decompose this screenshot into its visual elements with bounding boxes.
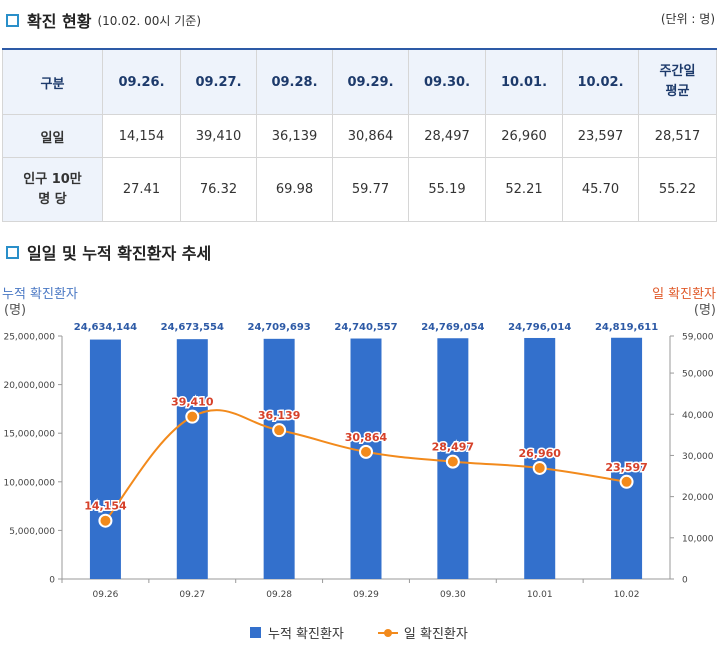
table-header-cell: 구분 bbox=[2, 48, 103, 115]
section-square-icon bbox=[6, 245, 19, 259]
right-axis-unit: (명) bbox=[694, 303, 716, 318]
bar-value-label: 24,709,693 bbox=[248, 322, 311, 333]
table-cell: 55.22 bbox=[638, 157, 717, 222]
daily-value-label: 26,960 bbox=[518, 447, 561, 460]
right-tick-label: 50,000 bbox=[682, 370, 714, 380]
daily-value-label: 39,410 bbox=[171, 396, 214, 409]
table-header-cell: 09.27. bbox=[180, 48, 257, 115]
header-line: 주간일 bbox=[659, 64, 696, 79]
right-tick-label: 59,000 bbox=[682, 333, 714, 343]
left-tick-label: 10,000,000 bbox=[3, 478, 55, 488]
x-tick-label: 09.29 bbox=[353, 590, 379, 600]
x-tick-label: 10.01 bbox=[527, 590, 553, 600]
daily-value-label: 28,497 bbox=[432, 441, 474, 454]
table-cell: 14,154 bbox=[102, 114, 181, 158]
unit-label: (단위 : 명) bbox=[660, 12, 715, 26]
header-line: 평균 bbox=[665, 84, 690, 99]
x-tick-label: 09.27 bbox=[179, 590, 205, 600]
daily-point bbox=[619, 474, 634, 489]
section-title: 일일 및 누적 확진환자 추세 bbox=[27, 244, 212, 263]
daily-point bbox=[185, 409, 200, 424]
bar-value-label: 24,796,014 bbox=[508, 322, 571, 333]
daily-point bbox=[98, 513, 113, 528]
bar-value-label: 24,673,554 bbox=[161, 322, 224, 333]
right-axis-title: 일 확진환자 bbox=[652, 287, 716, 302]
daily-value-label: 30,864 bbox=[345, 431, 388, 444]
table-cell: 27.41 bbox=[102, 157, 181, 222]
chart-legend: 누적 확진환자 일 확진환자 bbox=[250, 623, 468, 642]
bar-value-label: 24,819,611 bbox=[595, 322, 658, 333]
legend-line-swatch bbox=[377, 627, 398, 638]
x-tick-label: 10.02 bbox=[614, 590, 640, 600]
bar-value-label: 24,769,054 bbox=[421, 322, 484, 333]
table-header-cell: 10.02. bbox=[562, 48, 639, 115]
table-header-row: 구분 09.26. 09.27. 09.28. 09.29. 09.30. 10… bbox=[2, 48, 717, 115]
table-cell: 59.77 bbox=[332, 157, 409, 222]
row-header-line: 인구 10만 bbox=[23, 171, 82, 187]
left-tick-label: 0 bbox=[49, 576, 55, 586]
daily-point bbox=[445, 454, 460, 469]
table-cell: 52.21 bbox=[485, 157, 563, 222]
table-cell: 69.98 bbox=[256, 157, 333, 222]
left-tick-label: 5,000,000 bbox=[9, 527, 55, 537]
right-tick-label: 30,000 bbox=[682, 452, 714, 462]
section-subtitle: (10.02. 00시 기준) bbox=[97, 13, 202, 28]
left-tick-label: 20,000,000 bbox=[3, 381, 55, 391]
table-header-weekly-avg: 주간일 평균 bbox=[638, 48, 717, 115]
bar-cumulative bbox=[611, 337, 643, 579]
left-tick-label: 25,000,000 bbox=[3, 333, 55, 343]
confirmed-status-header: 확진 현황 (10.02. 00시 기준) bbox=[6, 8, 201, 32]
table-header-cell: 09.29. bbox=[332, 48, 409, 115]
table-header-cell: 10.01. bbox=[485, 48, 563, 115]
right-tick-label: 20,000 bbox=[682, 493, 714, 503]
table-cell: 28,497 bbox=[408, 114, 486, 158]
daily-value-label: 14,154 bbox=[84, 500, 127, 513]
table-header-cell: 09.30. bbox=[408, 48, 486, 115]
table-cell: 55.19 bbox=[408, 157, 486, 222]
table-cell: 28,517 bbox=[638, 114, 717, 158]
table-cell: 76.32 bbox=[180, 157, 257, 222]
table-cell: 45.70 bbox=[562, 157, 639, 222]
bar-value-label: 24,634,144 bbox=[74, 322, 137, 333]
x-tick-label: 09.30 bbox=[440, 590, 466, 600]
bar-cumulative bbox=[263, 338, 295, 579]
daily-point bbox=[272, 423, 287, 438]
right-tick-label: 40,000 bbox=[682, 411, 714, 421]
table-cell: 36,139 bbox=[256, 114, 333, 158]
table-cell: 23,597 bbox=[562, 114, 639, 158]
table-row-daily: 일일 14,154 39,410 36,139 30,864 28,497 26… bbox=[2, 114, 717, 158]
daily-point bbox=[532, 460, 547, 475]
trend-chart: 누적 확진환자(명)일 확진환자(명)05,000,00010,000,0001… bbox=[2, 287, 716, 600]
section-title: 확진 현황 bbox=[27, 12, 92, 31]
confirmed-cases-table: 구분 09.26. 09.27. 09.28. 09.29. 09.30. 10… bbox=[2, 48, 717, 222]
right-tick-label: 10,000 bbox=[682, 534, 714, 544]
bar-value-label: 24,740,557 bbox=[334, 322, 397, 333]
row-header-line: 명 당 bbox=[38, 191, 67, 207]
left-tick-label: 15,000,000 bbox=[3, 430, 55, 440]
daily-value-label: 23,597 bbox=[605, 461, 647, 474]
table-header-cell: 09.26. bbox=[102, 48, 181, 115]
legend-label: 일 확진환자 bbox=[403, 627, 468, 642]
daily-value-label: 36,139 bbox=[258, 409, 300, 422]
x-tick-label: 09.28 bbox=[266, 590, 292, 600]
bar-cumulative bbox=[89, 339, 121, 579]
table-row-per-100k: 인구 10만 명 당 27.41 76.32 69.98 59.77 55.19… bbox=[2, 157, 717, 222]
x-tick-label: 09.26 bbox=[93, 590, 119, 600]
right-tick-label: 0 bbox=[682, 576, 688, 586]
table-cell: 26,960 bbox=[485, 114, 563, 158]
daily-point bbox=[359, 444, 373, 459]
legend-bar-swatch bbox=[250, 627, 261, 638]
section-square-icon bbox=[6, 13, 19, 27]
trend-section-header: 일일 및 누적 확진환자 추세 bbox=[6, 240, 211, 264]
row-header: 인구 10만 명 당 bbox=[2, 157, 103, 222]
row-header: 일일 bbox=[2, 114, 103, 158]
table-header-cell: 09.28. bbox=[256, 48, 333, 115]
table-cell: 30,864 bbox=[332, 114, 409, 158]
left-axis-title: 누적 확진환자 bbox=[2, 287, 78, 302]
left-axis-unit: (명) bbox=[4, 303, 26, 318]
legend-label: 누적 확진환자 bbox=[268, 627, 344, 642]
table-cell: 39,410 bbox=[180, 114, 257, 158]
bar-cumulative bbox=[524, 337, 556, 579]
bar-cumulative bbox=[176, 339, 208, 579]
